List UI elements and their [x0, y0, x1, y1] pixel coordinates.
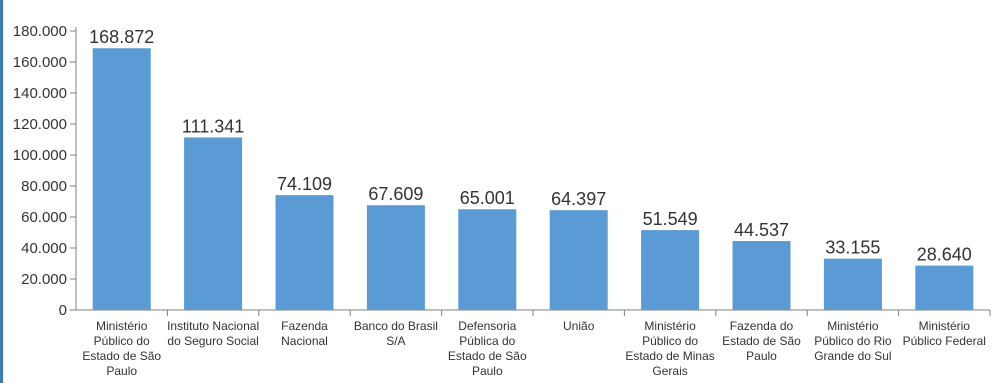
category-label-line: Grande do Sul — [814, 349, 891, 363]
y-tick-label: 100.000 — [13, 147, 67, 164]
category-label-line: Gerais — [652, 364, 687, 378]
y-tick-label: 180.000 — [13, 23, 67, 40]
data-label: 64.397 — [551, 189, 606, 209]
data-label: 67.609 — [368, 184, 423, 204]
data-label: 28.640 — [917, 245, 972, 265]
y-tick-label: 80.000 — [21, 178, 67, 195]
data-label: 33.155 — [825, 238, 880, 258]
category-label: Fazenda do Estado de São Paulo — [722, 319, 801, 363]
category-label: Ministério Público do Estado de São Paulo — [82, 319, 161, 378]
category-label-line: Pública do — [459, 334, 515, 348]
category-label-line: Estado de São — [448, 349, 527, 363]
category-label: Ministério Público do Estado de Minas Gerai… — [625, 319, 714, 378]
data-label: 168.872 — [89, 27, 154, 47]
y-tick-label: 120.000 — [13, 116, 67, 133]
bar — [915, 265, 974, 310]
category-label-line: Estado de São — [82, 349, 161, 363]
bar — [732, 240, 791, 310]
y-tick-label: 140.000 — [13, 85, 67, 102]
category-label-line: Público Federal — [903, 334, 986, 348]
bar — [549, 210, 608, 310]
category-label: Fazenda Nacional — [281, 319, 328, 348]
data-label: 111.341 — [182, 116, 244, 136]
category-label: Ministério Público Federal — [903, 319, 986, 348]
category-label: Banco do Brasil S/A — [354, 319, 438, 348]
bar — [458, 209, 517, 310]
bar — [641, 230, 700, 310]
category-label-line: Ministério — [827, 319, 879, 333]
category-label-line: Ministério — [96, 319, 148, 333]
category-label-line: Estado de São — [722, 334, 801, 348]
chart-left-border — [0, 0, 3, 383]
category-label-line: Fazenda — [281, 319, 328, 333]
category-label-line: Fazenda do — [730, 319, 794, 333]
category-label-line: Paulo — [746, 349, 777, 363]
bar — [184, 137, 243, 310]
bar — [823, 258, 882, 310]
category-label-line: Público do — [642, 334, 698, 348]
category-label-line: Estado de Minas — [625, 349, 714, 363]
bar — [366, 205, 425, 310]
category-label: Instituto Nacional do Seguro Social — [167, 319, 259, 348]
bar — [92, 48, 151, 310]
y-tick-label: 0 — [59, 302, 67, 319]
y-tick-label: 160.000 — [13, 54, 67, 71]
category-label: Defensoria Pública do Estado de São Paulo — [448, 319, 527, 378]
category-label-line: do Seguro Social — [167, 334, 258, 348]
category-label-line: Nacional — [281, 334, 328, 348]
data-label: 65.001 — [460, 188, 515, 208]
category-label-line: União — [563, 319, 595, 333]
category-label-line: Paulo — [106, 364, 137, 378]
category-label: União — [563, 319, 595, 333]
category-label-line: Instituto Nacional — [167, 319, 259, 333]
y-tick-label: 60.000 — [21, 209, 67, 226]
y-tick-label: 20.000 — [21, 271, 67, 288]
bar — [275, 195, 334, 310]
category-label-line: Ministério — [644, 319, 696, 333]
category-label-line: S/A — [386, 334, 405, 348]
data-label: 74.109 — [277, 174, 332, 194]
category-label-line: Público do Rio — [814, 334, 892, 348]
category-label-line: Defensoria — [458, 319, 516, 333]
category-label-line: Banco do Brasil — [354, 319, 438, 333]
category-label-line: Público do — [94, 334, 150, 348]
data-label: 51.549 — [643, 209, 698, 229]
category-label-line: Ministério — [919, 319, 971, 333]
category-label-line: Paulo — [472, 364, 503, 378]
y-tick-label: 40.000 — [21, 240, 67, 257]
data-label: 44.537 — [734, 220, 789, 240]
category-label: Ministério Público do Rio Grande do Sul — [814, 319, 892, 363]
